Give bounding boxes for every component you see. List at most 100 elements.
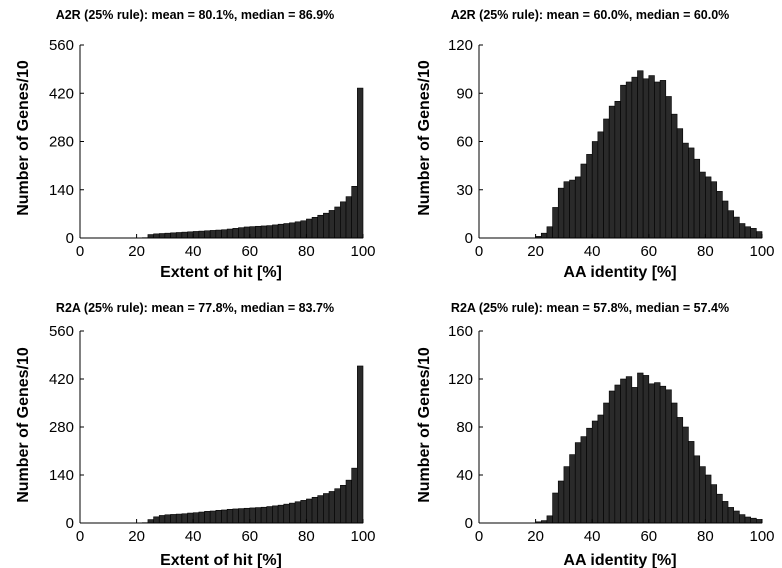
histogram-bar [323,493,330,524]
histogram-bar [569,454,576,524]
histogram-bar [756,519,763,524]
histogram-bar [631,387,638,524]
histogram-bar [654,382,661,524]
histogram-bar [204,511,211,524]
histogram-bar [226,508,234,524]
x-tick-label: 0 [475,528,483,545]
histogram-bar [591,141,599,239]
histogram-bar [294,221,302,239]
histogram-bar [226,228,234,239]
histogram-bar [181,513,188,524]
histogram-bar [540,232,548,239]
panel-r2a-extent: R2A (25% rule): mean = 77.8%, median = 8… [15,301,376,568]
x-tick-label: 20 [128,243,145,260]
x-tick-label: 80 [298,243,315,260]
histogram-bar [345,196,352,239]
histogram-bar [351,467,358,524]
plot-area: 0 20 40 60 80 100 0 140 280 420 560 [49,37,376,260]
histogram-bar [198,230,205,239]
histogram-bar [221,509,228,524]
histogram-bar [688,441,695,524]
y-tick-label: 420 [49,85,74,102]
histogram-bar [642,78,650,239]
y-tick-label: 160 [448,323,473,340]
histogram-bar [249,507,256,524]
histogram-bar [597,414,604,524]
histogram-bar [557,187,565,239]
y-tick-label: 280 [49,134,74,151]
histogram-bar [727,210,734,239]
histogram-bar [158,515,166,524]
panel-a2r-identity: A2R (25% rule): mean = 60.0%, median = 6… [416,8,775,281]
histogram-bar [204,230,211,239]
histogram-bar [215,229,222,239]
panel-title: A2R (25% rule): mean = 80.1%, median = 8… [56,8,335,22]
y-tick-label: 60 [456,134,473,151]
plot-area: 0 20 40 60 80 100 0 140 280 420 560 [49,323,376,545]
y-axis-label: Number of Genes/10 [15,347,32,503]
x-tick-label: 40 [584,528,601,545]
histogram-bar [311,496,319,524]
histogram-bar [351,186,358,239]
histogram-bar [671,113,678,239]
histogram-bar [260,225,268,239]
histogram-bar [665,96,672,239]
histogram-bar [739,223,746,239]
histogram-bar [569,179,576,239]
histogram-bar [289,502,296,524]
y-tick-label: 90 [456,85,473,102]
x-axis-label: AA identity [%] [563,264,676,281]
histogram-bar [557,480,565,524]
histogram-bar [574,176,582,239]
histogram-bar [625,376,633,524]
x-tick-label: 100 [350,528,375,545]
histogram-bar [546,515,553,524]
x-tick-label: 0 [76,528,84,545]
histogram-bar [192,512,200,524]
plot-area: 0 20 40 60 80 100 0 30 60 90 120 [448,37,775,260]
histogram-bar [705,474,712,524]
histogram-bar [693,158,701,239]
histogram-bar [648,383,655,524]
histogram-bar [266,225,273,239]
histogram-bar [243,507,251,524]
x-axis-label: Extent of hit [%] [160,264,282,281]
y-tick-label: 30 [456,182,473,199]
histogram-bar [238,227,245,239]
histogram-bar [317,495,324,524]
histogram-bar [665,389,672,524]
histogram-bar [620,84,627,239]
y-tick-label: 280 [49,419,74,436]
histogram-bar [277,504,285,524]
y-tick-label: 80 [456,419,473,436]
x-tick-label: 0 [475,243,483,260]
histogram-bar [232,508,239,524]
histogram-bar [266,506,273,524]
y-tick-label: 0 [465,515,473,532]
histogram-bar [153,233,160,239]
histogram-bar [170,232,177,239]
histogram-bar [260,506,268,524]
histogram-bar [637,70,644,239]
y-tick-label: 140 [49,467,74,484]
x-axis-label: Extent of hit [%] [160,552,282,568]
histogram-bar [608,105,616,239]
histogram-bar [586,154,593,239]
histogram-bar [187,231,194,239]
histogram-bar [300,500,307,524]
histogram-bar [750,228,757,239]
histogram-bar [357,87,364,239]
histogram-bar [209,510,217,524]
histogram-bar [744,226,751,239]
histogram-bar [676,128,684,239]
y-tick-label: 140 [49,182,74,199]
x-tick-label: 40 [185,528,202,545]
histogram-bar [306,218,313,239]
x-tick-label: 40 [185,243,202,260]
histogram-bar [563,181,570,239]
x-tick-label: 100 [749,243,774,260]
histogram-bar [357,365,364,524]
histogram-bar [170,514,177,524]
histogram-bar [175,232,183,239]
x-tick-label: 40 [584,243,601,260]
